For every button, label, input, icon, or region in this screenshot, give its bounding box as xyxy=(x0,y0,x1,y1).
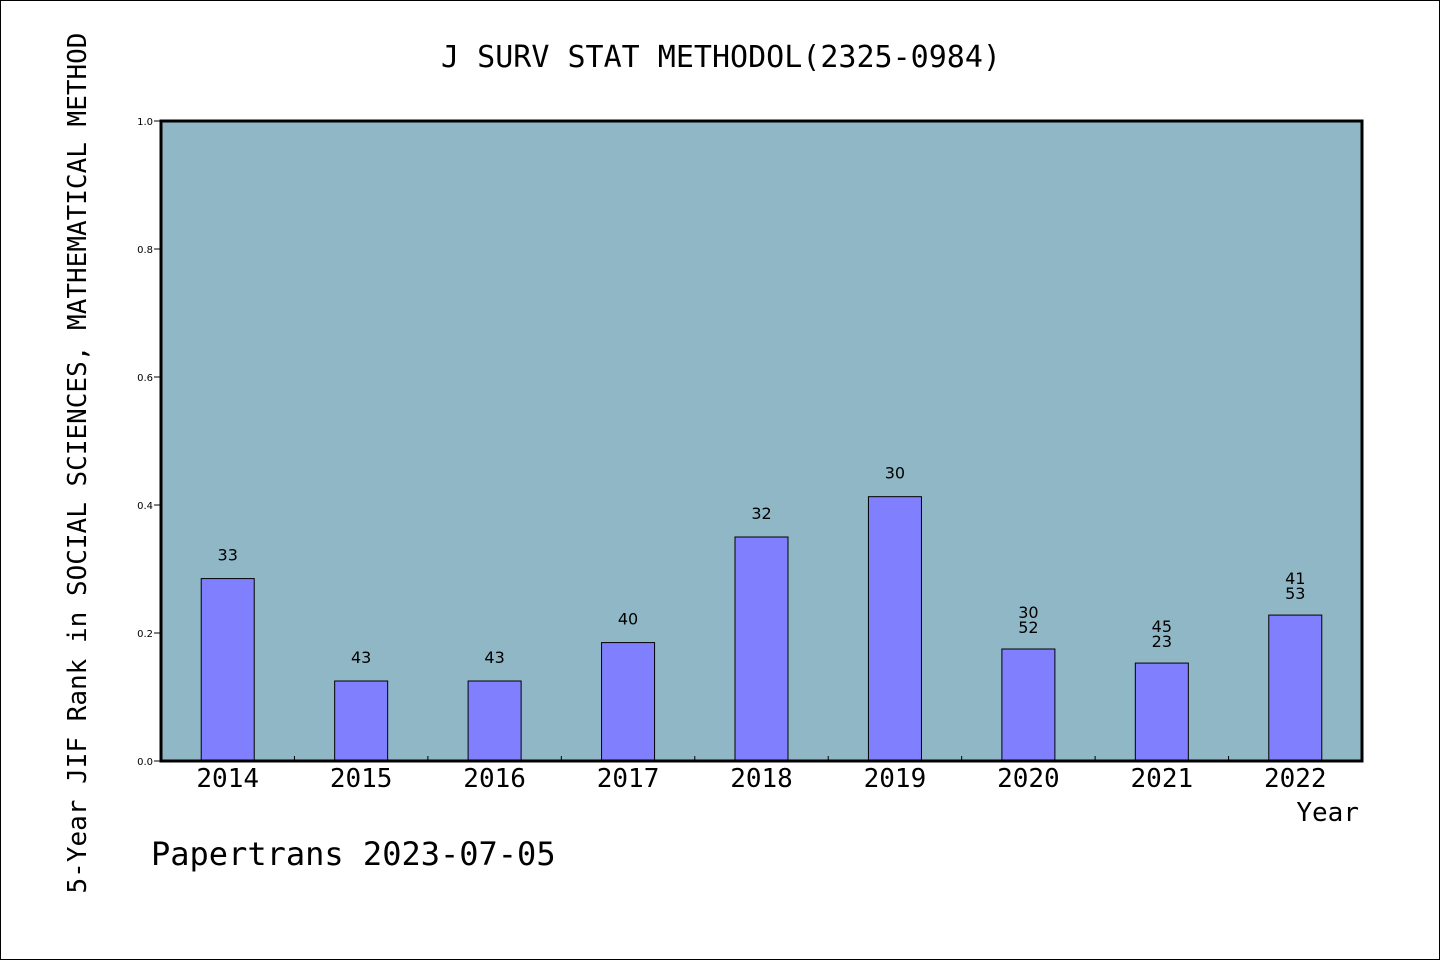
footer-watermark: Papertrans 2023-07-05 xyxy=(151,835,556,873)
y-tick-label: 0.6 xyxy=(137,373,153,384)
bars-layer xyxy=(200,496,1323,762)
bar-value-label: 41 xyxy=(1285,569,1305,588)
bar-2015 xyxy=(334,680,389,762)
x-tick-label: 2019 xyxy=(864,764,927,794)
x-tick-label: 2022 xyxy=(1264,764,1327,794)
x-axis-label: Year xyxy=(1296,798,1359,828)
bar-value-label: 52 xyxy=(1018,618,1038,637)
y-tick-label: 1.0 xyxy=(137,117,153,128)
x-tick-label: 2016 xyxy=(463,764,526,794)
bar-2020 xyxy=(1001,648,1056,762)
y-tick-label: 0.4 xyxy=(137,501,153,512)
x-tick-label: 2018 xyxy=(730,764,793,794)
x-tick-label: 2017 xyxy=(597,764,660,794)
y-tick-label: 0.2 xyxy=(137,629,153,640)
bar-value-label: 32 xyxy=(751,504,771,523)
x-tick-label: 2020 xyxy=(997,764,1060,794)
bar-value-label: 43 xyxy=(351,648,371,667)
bar-value-label: 43 xyxy=(484,648,504,667)
bar-2019 xyxy=(867,496,922,762)
x-tick-label: 2015 xyxy=(330,764,393,794)
bar-value-label: 40 xyxy=(618,610,638,629)
y-tick-label: 0.0 xyxy=(137,757,153,768)
bar-2017 xyxy=(601,642,656,762)
y-tick-label: 0.8 xyxy=(137,245,153,256)
bar-value-label: 53 xyxy=(1285,584,1305,603)
x-tick-label: 2021 xyxy=(1131,764,1194,794)
bar-value-label: 45 xyxy=(1152,617,1172,636)
bar-value-label: 30 xyxy=(885,464,905,483)
y-axis-ticks: 0.0 0.2 0.4 0.6 0.8 1.0 xyxy=(137,117,161,768)
x-axis-ticks: 2014 2015 2016 2017 2018 2019 2020 2021 2022 xyxy=(196,756,1327,794)
bar-2022 xyxy=(1268,614,1323,762)
bar-value-label: 23 xyxy=(1152,632,1172,651)
bar-value-label: 30 xyxy=(1018,603,1038,622)
plot-border xyxy=(159,119,1364,763)
bar-2016 xyxy=(467,680,522,762)
bar-value-label: 33 xyxy=(218,546,238,565)
y-axis-label: 5-Year JIF Rank in SOCIAL SCIENCES, MATH… xyxy=(63,33,93,894)
bar-2014 xyxy=(200,578,255,762)
chart-title: J SURV STAT METHODOL(2325-0984) xyxy=(441,40,1001,75)
bar-2021 xyxy=(1134,662,1189,762)
bar-2018 xyxy=(734,536,789,762)
x-tick-label: 2014 xyxy=(196,764,259,794)
